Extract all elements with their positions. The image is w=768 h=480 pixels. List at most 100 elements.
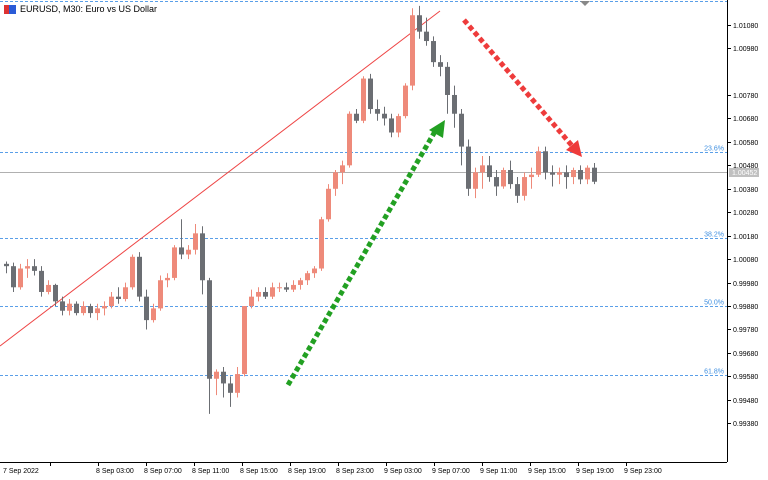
candle <box>494 170 499 196</box>
price-tick-label: 0.99480 <box>733 398 758 405</box>
candle <box>396 113 401 138</box>
candle <box>403 83 408 119</box>
candle <box>200 226 205 295</box>
currency-pair-icon <box>4 4 16 14</box>
time-axis[interactable]: 7 Sep 2022 8 Sep 03:00 8 Sep 07:00 8 Sep 11… <box>3 462 662 475</box>
current-price-label: 1.00452 <box>729 168 759 177</box>
price-tick-label: 1.00380 <box>733 187 758 194</box>
time-tick-label: 8 Sep 11:00 <box>192 468 229 475</box>
time-tick-label: 8 Sep 03:00 <box>96 468 134 475</box>
candle <box>18 263 23 290</box>
price-tick-label: 1.01080 <box>733 23 758 30</box>
candle <box>585 165 590 185</box>
candle <box>158 275 163 311</box>
fibonacci-levels: 0% 23.6% 38.2% 50.0% 61.8% <box>0 0 727 376</box>
candle <box>487 155 492 182</box>
price-tick-label: 0.99380 <box>733 421 758 428</box>
chart-shift-icon[interactable] <box>580 1 590 6</box>
candle <box>375 99 380 121</box>
candle <box>326 184 331 222</box>
price-tick-label: 1.00480 <box>733 163 758 170</box>
arrow-up[interactable] <box>285 126 440 387</box>
candle <box>284 282 289 292</box>
candle <box>431 36 436 67</box>
fib-level-label: 50.0% <box>704 300 724 307</box>
candle <box>81 301 86 316</box>
candle <box>340 160 345 185</box>
candle <box>410 8 415 91</box>
candle <box>242 306 247 377</box>
candle <box>11 262 16 292</box>
candle <box>417 5 422 39</box>
price-tick-label: 0.99880 <box>733 304 758 311</box>
price-tick-label: 1.00980 <box>733 46 758 53</box>
time-tick-label: 7 Sep 2022 <box>3 468 39 475</box>
candle <box>193 223 198 255</box>
chart-header: EURUSD, M30: Euro vs US Dollar <box>4 2 162 16</box>
time-tick-label: 9 Sep 19:00 <box>576 468 614 475</box>
candle <box>25 259 30 278</box>
time-tick-label: 9 Sep 15:00 <box>528 468 566 475</box>
candle <box>543 146 548 180</box>
candle <box>445 62 450 114</box>
fib-level-label: 23.6% <box>704 146 724 153</box>
candle <box>522 172 527 201</box>
trend-line[interactable] <box>0 10 441 347</box>
candle <box>424 17 429 46</box>
time-tick-label: 9 Sep 03:00 <box>384 468 422 475</box>
candle <box>291 280 296 292</box>
trend-lines <box>0 10 441 347</box>
candle <box>382 106 387 126</box>
arrow-up-head <box>429 120 445 138</box>
candle <box>32 259 37 276</box>
candle <box>536 146 541 178</box>
candle <box>550 165 555 187</box>
candle <box>319 216 324 271</box>
price-tick-label: 1.00080 <box>733 257 758 264</box>
candle <box>557 167 562 185</box>
chart-title: EURUSD, M30: Euro vs US Dollar <box>20 4 158 14</box>
candle <box>459 109 464 166</box>
price-tick-label: 1.00280 <box>733 210 758 217</box>
current-price-value: 1.00452 <box>732 170 757 177</box>
candle <box>270 282 275 300</box>
candle <box>60 296 65 316</box>
candle <box>130 254 135 290</box>
price-tick-label: 0.99680 <box>733 351 758 358</box>
candle <box>305 270 310 285</box>
price-tick-label: 1.00180 <box>733 234 758 241</box>
price-tick-label: 1.00680 <box>733 116 758 123</box>
candle <box>221 367 226 398</box>
candle <box>116 287 121 304</box>
candle <box>473 167 478 199</box>
candle <box>67 299 72 316</box>
candle <box>123 282 128 302</box>
candle <box>578 165 583 185</box>
candle <box>277 282 282 292</box>
price-tick-label: 0.99780 <box>733 327 758 334</box>
fib-level-label: 38.2% <box>704 232 724 239</box>
arrows <box>285 18 582 387</box>
price-axis[interactable]: 1.01080 1.00980 1.00780 1.00680 1.00580 1.004… <box>727 23 758 428</box>
candle <box>592 162 597 185</box>
time-tick-label: 8 Sep 07:00 <box>144 468 182 475</box>
price-tick-label: 0.99980 <box>733 281 758 288</box>
candle <box>88 303 93 318</box>
candle <box>46 280 51 295</box>
time-tick-label: 8 Sep 23:00 <box>336 468 374 475</box>
candle <box>109 291 114 309</box>
candle <box>347 111 352 168</box>
candle <box>235 367 240 398</box>
candle <box>256 287 261 302</box>
arrow-down[interactable] <box>462 18 576 150</box>
candle <box>39 266 44 297</box>
arrow-down-head <box>566 140 582 157</box>
candle <box>333 170 338 196</box>
candle <box>312 266 317 278</box>
time-tick-label: 9 Sep 23:00 <box>624 468 662 475</box>
candles <box>4 5 597 414</box>
candle <box>263 287 268 300</box>
candle <box>368 73 373 114</box>
